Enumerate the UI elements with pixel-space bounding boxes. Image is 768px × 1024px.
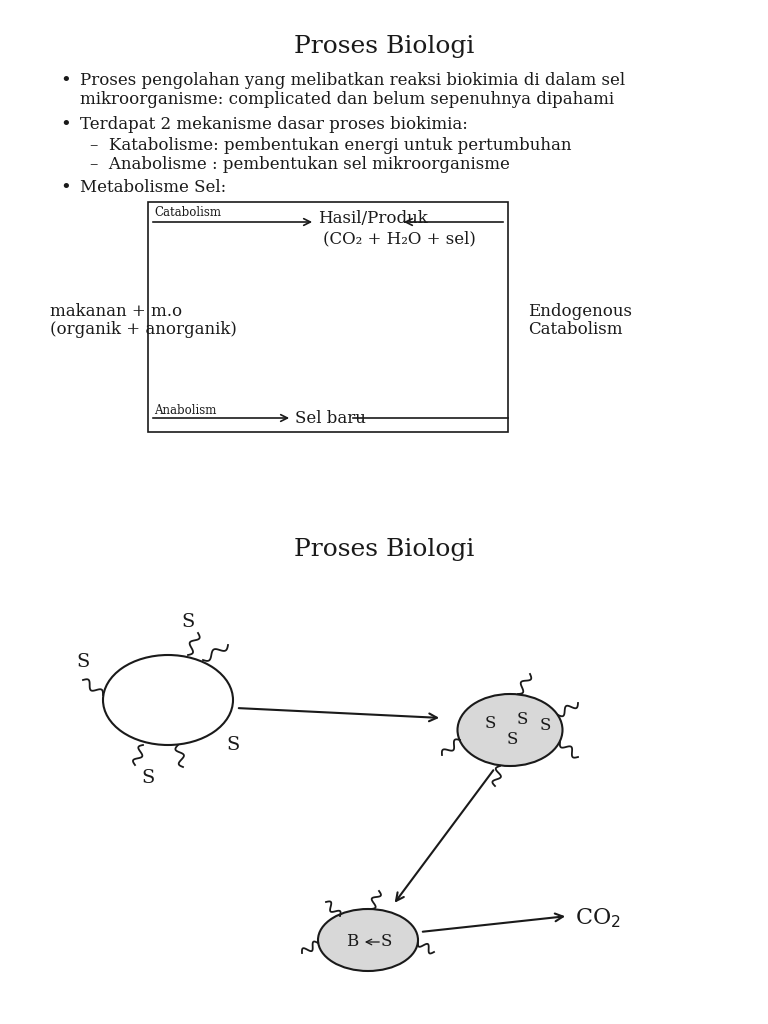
Ellipse shape	[103, 655, 233, 745]
Text: Metabolisme Sel:: Metabolisme Sel:	[80, 179, 227, 196]
Text: •: •	[60, 179, 71, 197]
Text: S: S	[380, 934, 392, 950]
Text: S: S	[506, 731, 518, 749]
Text: •: •	[60, 72, 71, 90]
Text: S: S	[181, 613, 194, 631]
Text: S: S	[485, 716, 495, 732]
Text: CO$_2$: CO$_2$	[575, 906, 621, 930]
Text: S: S	[76, 653, 90, 671]
Text: S: S	[141, 769, 154, 787]
Text: Hasil/Produk: Hasil/Produk	[318, 210, 428, 227]
Text: makanan + m.o: makanan + m.o	[50, 303, 182, 319]
Ellipse shape	[318, 909, 418, 971]
Text: Proses Biologi: Proses Biologi	[294, 35, 474, 58]
Text: S: S	[539, 718, 551, 734]
Text: S: S	[227, 736, 240, 754]
Text: B: B	[346, 934, 358, 950]
Text: Endogenous: Endogenous	[528, 303, 632, 319]
Text: Proses pengolahan yang melibatkan reaksi biokimia di dalam sel: Proses pengolahan yang melibatkan reaksi…	[80, 72, 625, 89]
Ellipse shape	[458, 694, 562, 766]
Text: (organik + anorganik): (organik + anorganik)	[50, 321, 237, 338]
Text: –  Anabolisme : pembentukan sel mikroorganisme: – Anabolisme : pembentukan sel mikroorga…	[90, 156, 510, 173]
Text: –  Katabolisme: pembentukan energi untuk pertumbuhan: – Katabolisme: pembentukan energi untuk …	[90, 137, 571, 154]
Text: (CO₂ + H₂O + sel): (CO₂ + H₂O + sel)	[323, 230, 476, 247]
Text: Catabolism: Catabolism	[154, 206, 221, 219]
Text: •: •	[60, 116, 71, 134]
Text: Terdapat 2 mekanisme dasar proses biokimia:: Terdapat 2 mekanisme dasar proses biokim…	[80, 116, 468, 133]
Text: mikroorganisme: complicated dan belum sepenuhnya dipahami: mikroorganisme: complicated dan belum se…	[80, 91, 614, 108]
Text: Catabolism: Catabolism	[528, 321, 623, 338]
Text: Proses Biologi: Proses Biologi	[294, 538, 474, 561]
Text: S: S	[516, 712, 528, 728]
Text: Sel baru: Sel baru	[295, 410, 366, 427]
Text: Anabolism: Anabolism	[154, 404, 217, 417]
